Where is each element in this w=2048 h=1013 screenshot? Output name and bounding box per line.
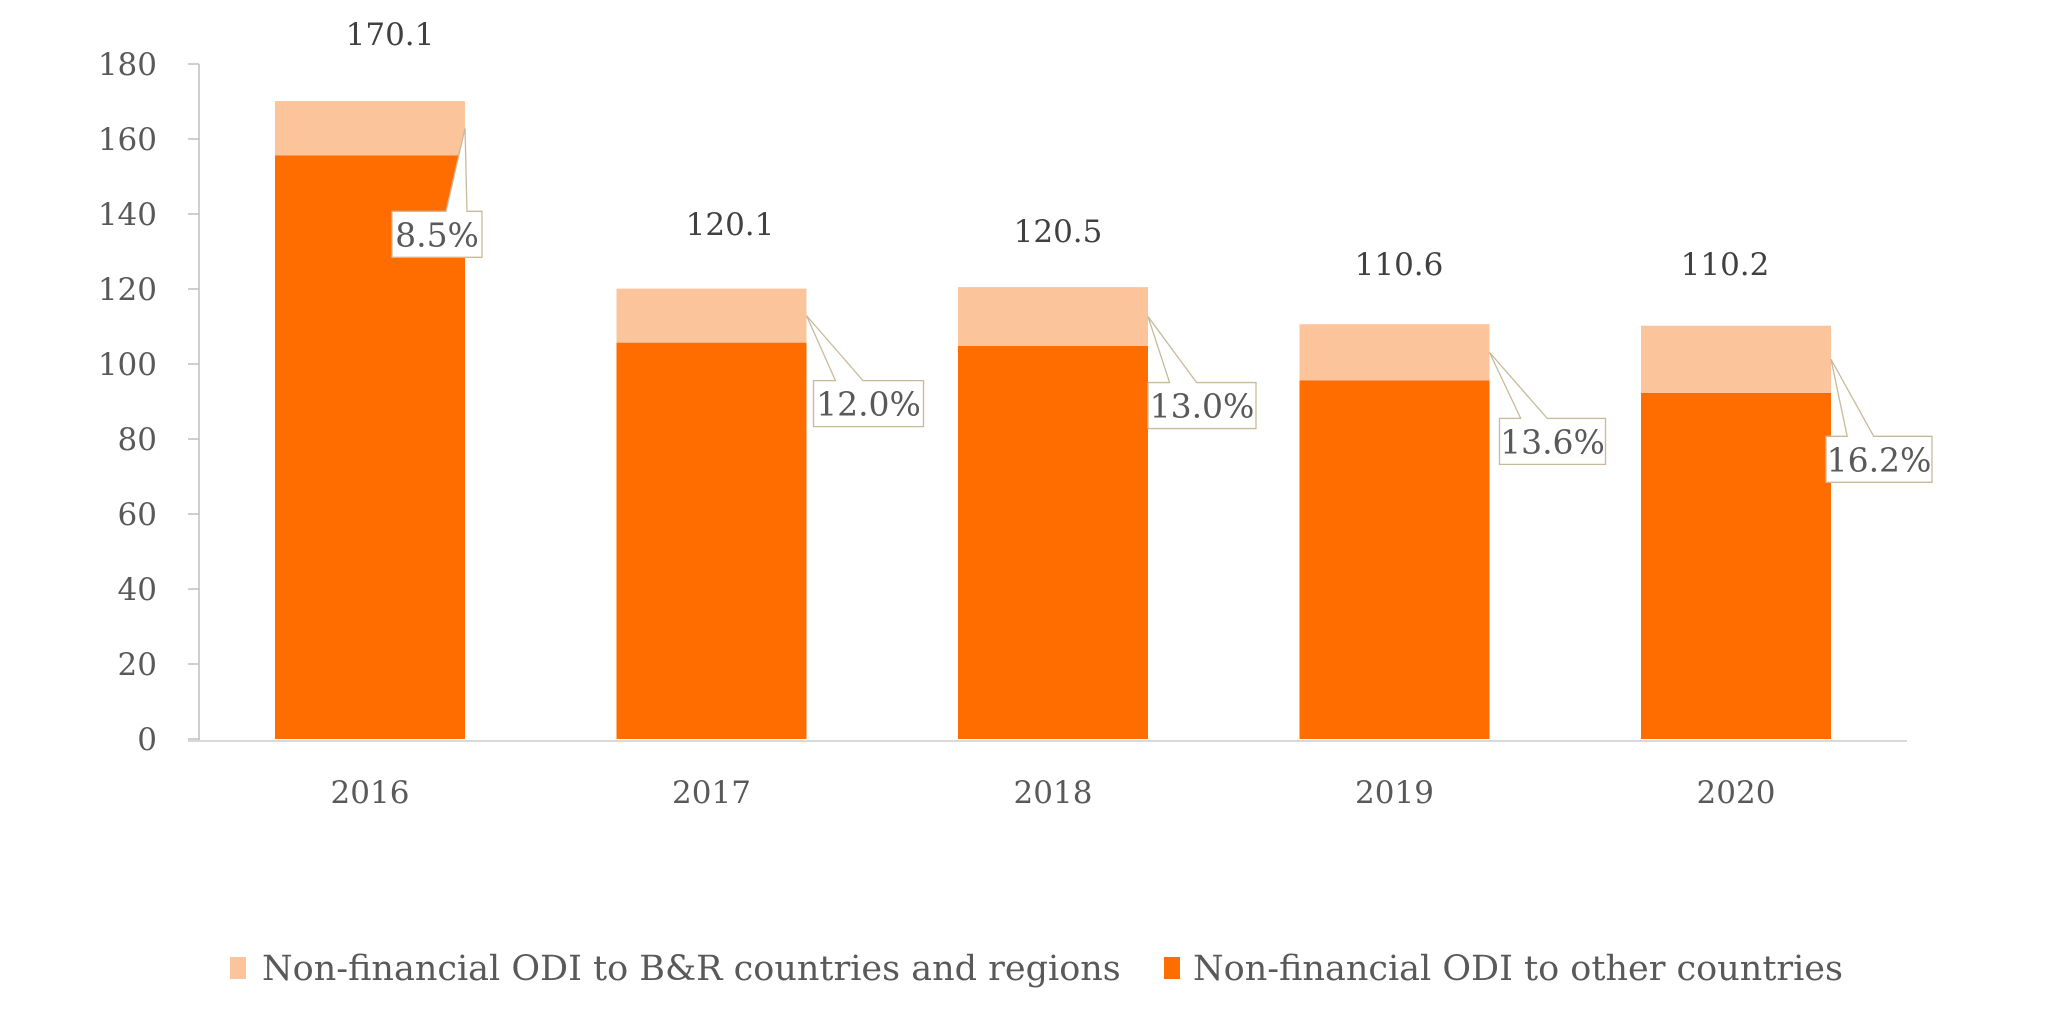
share-label-2020: 16.2% [1827, 440, 1932, 479]
bar-other-2017 [616, 342, 807, 739]
y-tick-label: 40 [118, 572, 157, 608]
bar-br-2020 [1641, 325, 1831, 393]
legend-swatch-other [1164, 957, 1180, 979]
x-tick-label: 2020 [1697, 775, 1776, 811]
y-tick-label: 160 [98, 122, 157, 158]
y-tick-label: 100 [98, 347, 157, 383]
bar-br-2016 [275, 101, 465, 156]
x-tick-label: 2017 [672, 775, 751, 811]
bar-other-2020 [1641, 392, 1831, 739]
share-callout-2017 [805, 315, 925, 428]
share-callout-2016 [391, 128, 483, 258]
y-tick-label: 20 [118, 647, 157, 683]
y-tick-label: 0 [137, 722, 157, 758]
bar-br-2019 [1299, 324, 1490, 381]
legend: Non-financial ODI to B&R countries and r… [230, 949, 1843, 989]
share-label-2016: 8.5% [395, 215, 479, 254]
bars [275, 101, 1831, 739]
share-callout-2020 [1825, 358, 1933, 483]
share-label-2017: 12.0% [816, 385, 921, 424]
total-label-2016: 170.1 [346, 17, 435, 53]
total-label-2017: 120.1 [686, 207, 775, 243]
share-callout-2018 [1147, 316, 1257, 430]
bar-br-2018 [958, 287, 1148, 346]
y-tick-label: 80 [118, 422, 157, 458]
y-tick-label: 140 [98, 197, 157, 233]
total-label-2019: 110.6 [1355, 247, 1444, 283]
labels: 170.1 2016 120.1 2017 120.5 2018 110.6 2019 110.… [331, 17, 1776, 811]
share-callout-2019 [1488, 351, 1607, 466]
legend-label-br: Non-financial ODI to B&R countries and r… [262, 949, 1121, 989]
legend-label-other: Non-financial ODI to other countries [1193, 949, 1843, 989]
total-label-2018: 120.5 [1014, 214, 1103, 250]
callouts: 8.5% 12.0% 13.0% 13.6% 16.2% [391, 128, 1933, 483]
bar-other-2018 [958, 346, 1148, 739]
y-tick-label: 60 [118, 497, 157, 533]
x-tick-label: 2018 [1014, 775, 1093, 811]
x-tick-label: 2016 [331, 775, 410, 811]
bar-other-2019 [1299, 380, 1490, 739]
y-tick-label: 120 [98, 272, 157, 308]
legend-swatch-br [230, 957, 246, 979]
share-label-2019: 13.6% [1500, 422, 1605, 461]
x-tick-label: 2019 [1355, 775, 1434, 811]
y-axis: 0 20 40 60 80 100 120 140 160 180 [98, 47, 1907, 758]
bar-br-2017 [616, 288, 807, 343]
total-label-2020: 110.2 [1681, 247, 1770, 283]
y-tick-label: 180 [98, 47, 157, 83]
share-label-2018: 13.0% [1150, 387, 1255, 426]
